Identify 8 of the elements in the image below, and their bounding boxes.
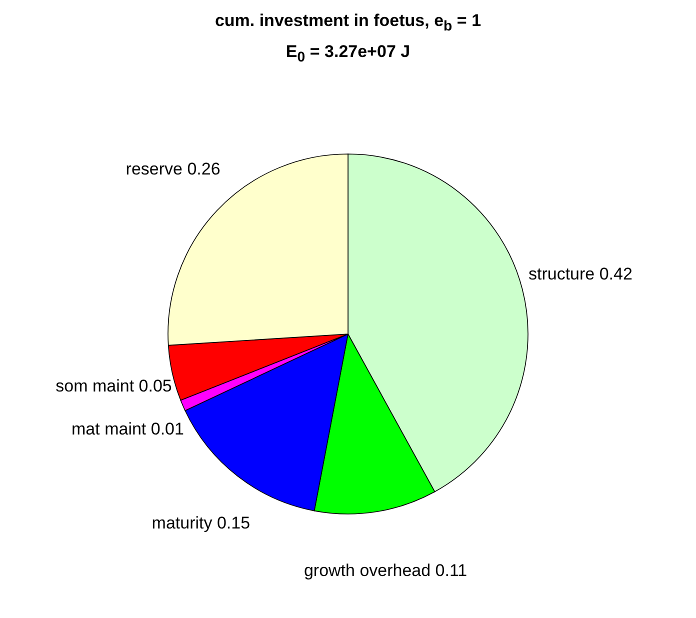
slice-label: maturity 0.15: [152, 513, 250, 532]
slice-label: structure 0.42: [528, 264, 632, 284]
chart-title: cum. investment in foetus, e$_{b}$ = 1: [214, 10, 482, 36]
slice-label: growth overhead 0.11: [304, 560, 468, 580]
slice-label: mat maint 0.01: [72, 419, 184, 438]
chart-subtitle: E$_{0}$ = 3.27e+07 J: [284, 41, 412, 68]
slice-label: reserve 0.26: [126, 159, 220, 178]
slice-label: som maint 0.05: [56, 376, 172, 396]
